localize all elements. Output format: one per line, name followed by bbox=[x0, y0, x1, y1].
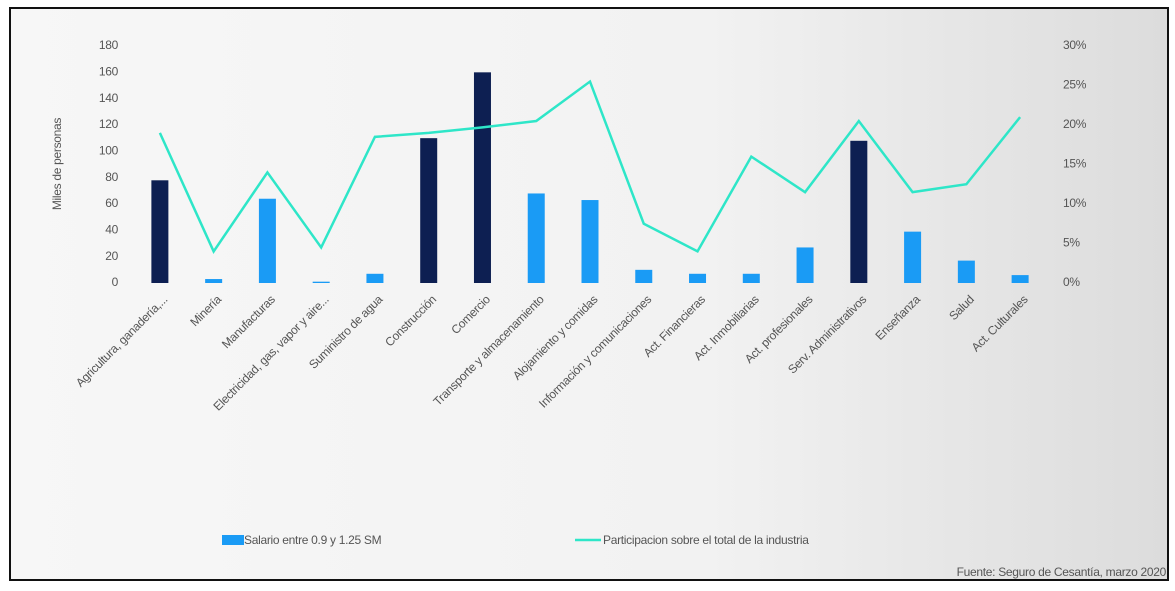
bar bbox=[904, 231, 922, 283]
y-axis-label: Miles de personas bbox=[50, 118, 64, 211]
bar bbox=[151, 180, 169, 283]
y-tick-label: 100 bbox=[99, 144, 119, 158]
y-tick-label: 20 bbox=[105, 249, 118, 263]
legend-label: Salario entre 0.9 y 1.25 SM bbox=[244, 533, 382, 547]
y-tick-label: 160 bbox=[99, 65, 119, 79]
source: Fuente: Seguro de Cesantía, marzo 2020 bbox=[957, 565, 1167, 579]
bar bbox=[957, 260, 975, 283]
y-tick-label: 180 bbox=[99, 38, 119, 52]
bar bbox=[742, 273, 760, 283]
y2-tick-label: 5% bbox=[1063, 236, 1080, 250]
y2-tick-label: 15% bbox=[1063, 157, 1087, 171]
bar bbox=[366, 273, 384, 283]
y2-tick-label: 20% bbox=[1063, 117, 1087, 131]
y-tick-label: 40 bbox=[105, 223, 118, 237]
y2-tick-label: 10% bbox=[1063, 196, 1087, 210]
y-tick-label: 0 bbox=[112, 275, 119, 289]
bar bbox=[420, 138, 438, 283]
y2-tick-label: 30% bbox=[1063, 38, 1087, 52]
bar bbox=[796, 247, 814, 283]
frame bbox=[9, 7, 1169, 581]
y-tick-label: 60 bbox=[105, 196, 118, 210]
line bbox=[158, 79, 1022, 254]
legend-label: Participacion sobre el total de la indus… bbox=[603, 533, 809, 547]
y-tick-label: 120 bbox=[99, 117, 119, 131]
bar bbox=[473, 72, 491, 283]
bar bbox=[527, 193, 545, 283]
bar bbox=[635, 269, 653, 283]
bar bbox=[850, 140, 868, 283]
y2-tick-label: 25% bbox=[1063, 78, 1087, 92]
bar bbox=[581, 200, 599, 283]
bar bbox=[312, 281, 330, 283]
bar bbox=[258, 198, 276, 283]
y2-tick-label: 0% bbox=[1063, 275, 1080, 289]
bar bbox=[205, 279, 223, 283]
bar bbox=[689, 273, 707, 283]
y-tick-label: 140 bbox=[99, 91, 119, 105]
bar bbox=[1011, 275, 1029, 283]
legend-swatch bbox=[222, 535, 244, 545]
y-tick-label: 80 bbox=[105, 170, 118, 184]
